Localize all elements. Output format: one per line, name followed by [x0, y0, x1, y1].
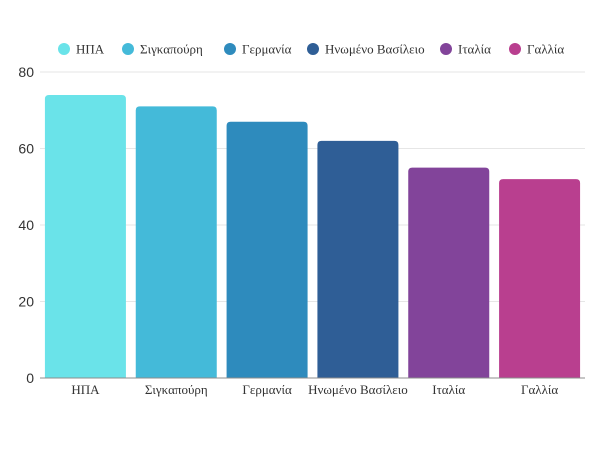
gridlines	[40, 71, 585, 302]
bar-4[interactable]	[317, 140, 399, 378]
legend: ΗΠΑ Σιγκαπούρη Γερμανία Ηνωμένο Βασίλειο Ιτα…	[58, 42, 564, 57]
legend-swatch	[122, 43, 134, 55]
legend-item[interactable]: Σιγκαπούρη	[122, 42, 203, 57]
x-tick-label: Ηνωμένο Βασίλειο	[308, 382, 408, 397]
legend-item[interactable]: Γαλλία	[509, 42, 564, 57]
y-tick-label: 40	[18, 217, 34, 233]
x-tick-label: Γαλλία	[521, 382, 558, 397]
legend-label: Γαλλία	[527, 42, 564, 57]
y-axis: 0 20 40 60 80	[18, 64, 34, 386]
legend-item[interactable]: ΗΠΑ	[58, 42, 105, 57]
legend-swatch	[509, 43, 521, 55]
y-tick-label: 80	[18, 64, 34, 80]
bars	[44, 94, 581, 379]
legend-label: Ιταλία	[458, 42, 491, 57]
bar-1[interactable]	[44, 94, 126, 378]
legend-label: Ηνωμένο Βασίλειο	[325, 42, 425, 57]
legend-item[interactable]: Γερμανία	[224, 42, 292, 57]
legend-label: ΗΠΑ	[76, 42, 105, 57]
y-tick-label: 0	[26, 370, 34, 386]
bar-2[interactable]	[135, 106, 217, 379]
bar-3[interactable]	[226, 121, 308, 378]
y-tick-label: 20	[18, 294, 34, 310]
legend-swatch	[224, 43, 236, 55]
x-tick-label: Σιγκαπούρη	[145, 382, 208, 397]
legend-item[interactable]: Ιταλία	[440, 42, 491, 57]
legend-item[interactable]: Ηνωμένο Βασίλειο	[307, 42, 425, 57]
bar-6[interactable]	[499, 179, 581, 378]
legend-swatch	[440, 43, 452, 55]
legend-label: Γερμανία	[242, 42, 292, 57]
legend-label: Σιγκαπούρη	[140, 42, 203, 57]
x-tick-label: ΗΠΑ	[71, 382, 100, 397]
legend-swatch	[307, 43, 319, 55]
x-axis: ΗΠΑ Σιγκαπούρη Γερμανία Ηνωμένο Βασίλειο Ιτα…	[40, 377, 585, 397]
legend-swatch	[58, 43, 70, 55]
x-tick-label: Γερμανία	[242, 382, 292, 397]
y-tick-label: 60	[18, 141, 34, 157]
x-tick-label: Ιταλία	[432, 382, 465, 397]
bar-5[interactable]	[408, 167, 490, 378]
